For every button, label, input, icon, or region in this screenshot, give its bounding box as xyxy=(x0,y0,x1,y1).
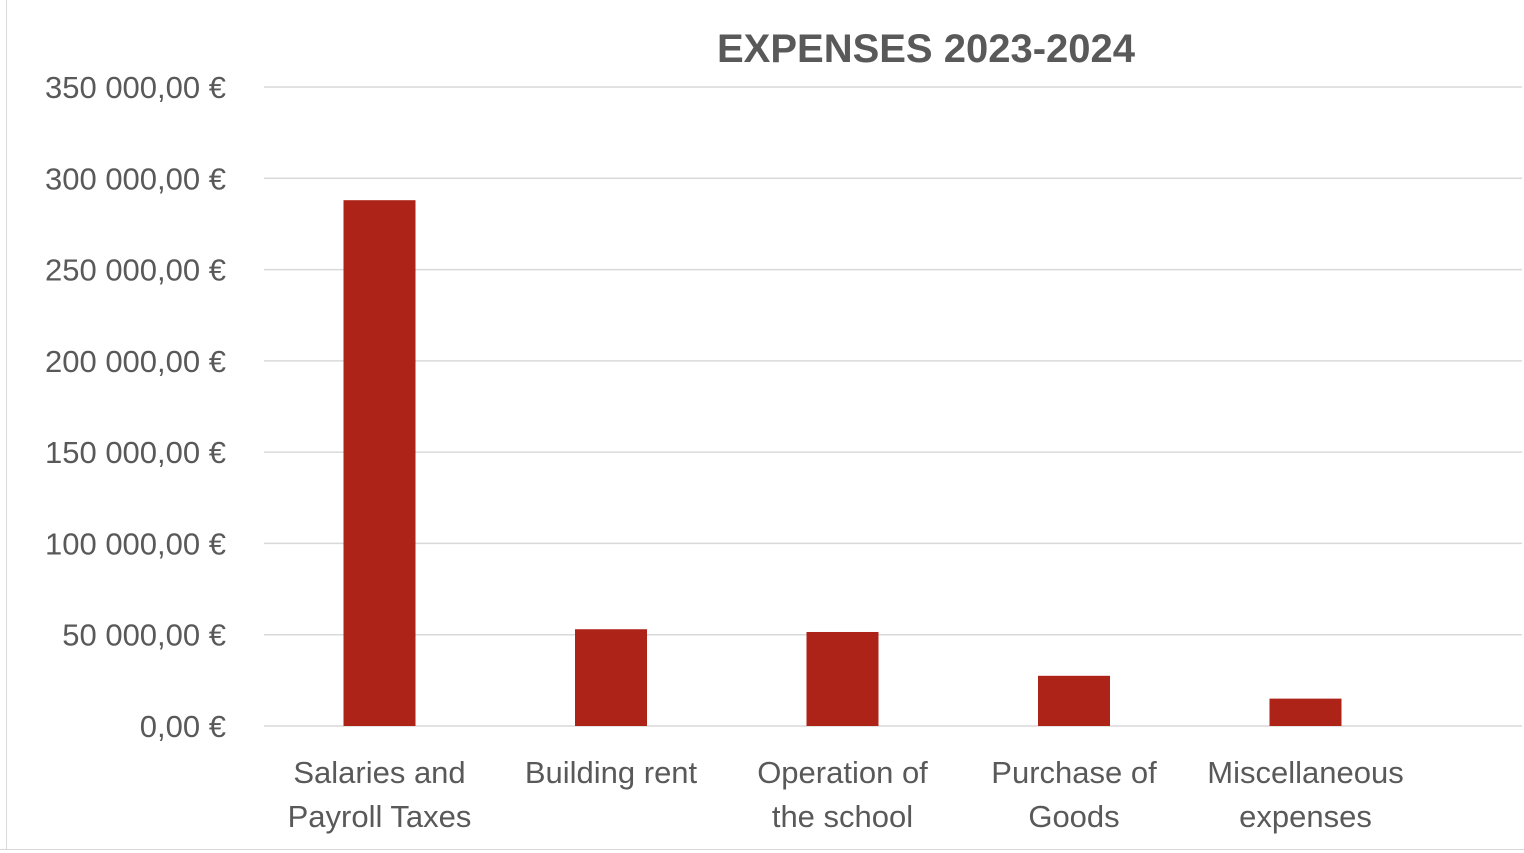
y-tick-label: 250 000,00 € xyxy=(45,253,226,288)
x-category-label: Miscellaneous expenses xyxy=(1207,755,1403,834)
sheet-edge-left xyxy=(0,0,7,852)
x-category-label: Building rent xyxy=(525,755,698,790)
y-tick-label: 0,00 € xyxy=(140,709,226,744)
sheet-edge-bottom xyxy=(0,849,1524,853)
y-tick-label: 350 000,00 € xyxy=(45,70,226,105)
bar xyxy=(575,629,647,726)
bar xyxy=(343,200,416,727)
bar xyxy=(1269,698,1342,726)
y-tick-label: 100 000,00 € xyxy=(45,526,226,561)
bar xyxy=(1038,675,1110,726)
y-tick-label: 150 000,00 € xyxy=(45,435,226,470)
x-category-label: Salaries and Payroll Taxes xyxy=(288,755,472,834)
y-tick-label: 200 000,00 € xyxy=(45,344,226,379)
x-category-label: Purchase of Goods xyxy=(991,755,1157,834)
chart-title: EXPENSES 2023-2024 xyxy=(716,27,1136,71)
bar xyxy=(806,631,879,726)
y-tick-label: 50 000,00 € xyxy=(62,618,226,653)
y-tick-label: 300 000,00 € xyxy=(45,161,226,196)
x-category-label: Operation of the school xyxy=(757,755,928,834)
